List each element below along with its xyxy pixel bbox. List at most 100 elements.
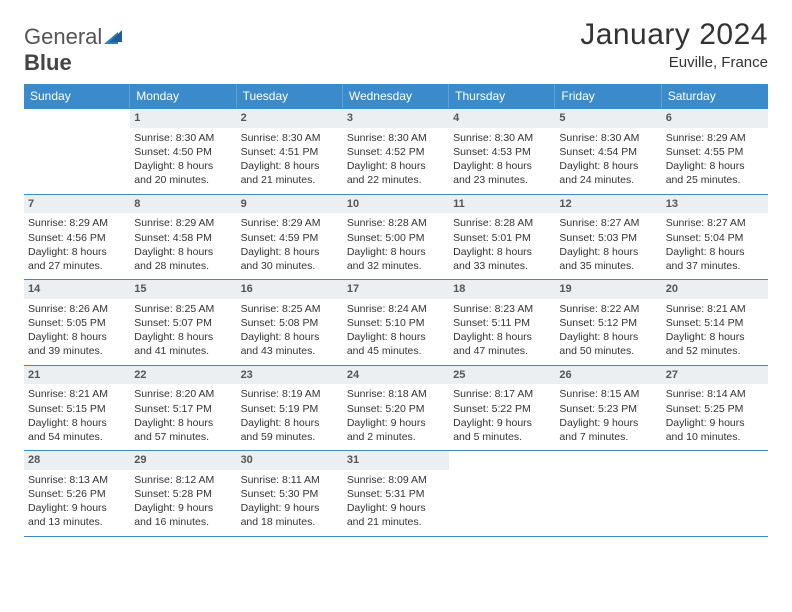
day-content: Sunrise: 8:29 AMSunset: 4:55 PMDaylight:… bbox=[662, 128, 768, 194]
sunrise-text: Sunrise: 8:30 AM bbox=[134, 131, 232, 145]
day-number: 8 bbox=[130, 195, 236, 214]
sunrise-text: Sunrise: 8:27 AM bbox=[666, 216, 764, 230]
day-content: Sunrise: 8:11 AMSunset: 5:30 PMDaylight:… bbox=[237, 470, 343, 536]
location: Euville, France bbox=[580, 54, 768, 71]
sunrise-text: Sunrise: 8:15 AM bbox=[559, 387, 657, 401]
weekday-header: Saturday bbox=[662, 84, 768, 108]
day-number bbox=[662, 451, 768, 470]
day-content: Sunrise: 8:18 AMSunset: 5:20 PMDaylight:… bbox=[343, 384, 449, 450]
sunrise-text: Sunrise: 8:30 AM bbox=[559, 131, 657, 145]
day-number: 6 bbox=[662, 109, 768, 128]
daylight-text: Daylight: 8 hours and 20 minutes. bbox=[134, 159, 232, 187]
day-number: 22 bbox=[130, 366, 236, 385]
calendar-day: 3Sunrise: 8:30 AMSunset: 4:52 PMDaylight… bbox=[343, 109, 449, 194]
day-content: Sunrise: 8:21 AMSunset: 5:15 PMDaylight:… bbox=[24, 384, 130, 450]
sunset-text: Sunset: 5:22 PM bbox=[453, 402, 551, 416]
daylight-text: Daylight: 9 hours and 5 minutes. bbox=[453, 416, 551, 444]
day-content: Sunrise: 8:26 AMSunset: 5:05 PMDaylight:… bbox=[24, 299, 130, 365]
sunset-text: Sunset: 5:23 PM bbox=[559, 402, 657, 416]
daylight-text: Daylight: 8 hours and 27 minutes. bbox=[28, 245, 126, 273]
daylight-text: Daylight: 8 hours and 30 minutes. bbox=[241, 245, 339, 273]
calendar-body: 1Sunrise: 8:30 AMSunset: 4:50 PMDaylight… bbox=[24, 108, 768, 537]
calendar-week: 1Sunrise: 8:30 AMSunset: 4:50 PMDaylight… bbox=[24, 109, 768, 195]
day-number: 3 bbox=[343, 109, 449, 128]
day-content bbox=[24, 128, 130, 178]
sunrise-text: Sunrise: 8:09 AM bbox=[347, 473, 445, 487]
calendar-day: 1Sunrise: 8:30 AMSunset: 4:50 PMDaylight… bbox=[130, 109, 236, 194]
sunrise-text: Sunrise: 8:11 AM bbox=[241, 473, 339, 487]
sunset-text: Sunset: 4:52 PM bbox=[347, 145, 445, 159]
sunrise-text: Sunrise: 8:25 AM bbox=[241, 302, 339, 316]
day-content: Sunrise: 8:22 AMSunset: 5:12 PMDaylight:… bbox=[555, 299, 661, 365]
day-content: Sunrise: 8:20 AMSunset: 5:17 PMDaylight:… bbox=[130, 384, 236, 450]
day-content: Sunrise: 8:25 AMSunset: 5:07 PMDaylight:… bbox=[130, 299, 236, 365]
sunrise-text: Sunrise: 8:22 AM bbox=[559, 302, 657, 316]
day-number: 14 bbox=[24, 280, 130, 299]
sunset-text: Sunset: 5:15 PM bbox=[28, 402, 126, 416]
day-number bbox=[24, 109, 130, 128]
sunrise-text: Sunrise: 8:29 AM bbox=[134, 216, 232, 230]
calendar-day: 29Sunrise: 8:12 AMSunset: 5:28 PMDayligh… bbox=[130, 451, 236, 536]
sunset-text: Sunset: 5:01 PM bbox=[453, 231, 551, 245]
day-number: 10 bbox=[343, 195, 449, 214]
day-content: Sunrise: 8:25 AMSunset: 5:08 PMDaylight:… bbox=[237, 299, 343, 365]
calendar-day bbox=[662, 451, 768, 536]
sunrise-text: Sunrise: 8:21 AM bbox=[28, 387, 126, 401]
daylight-text: Daylight: 8 hours and 32 minutes. bbox=[347, 245, 445, 273]
calendar-day bbox=[555, 451, 661, 536]
day-number: 23 bbox=[237, 366, 343, 385]
calendar-day: 9Sunrise: 8:29 AMSunset: 4:59 PMDaylight… bbox=[237, 195, 343, 280]
sunset-text: Sunset: 5:30 PM bbox=[241, 487, 339, 501]
logo-mark-icon bbox=[104, 24, 124, 49]
calendar-day: 25Sunrise: 8:17 AMSunset: 5:22 PMDayligh… bbox=[449, 366, 555, 451]
day-number: 5 bbox=[555, 109, 661, 128]
sunrise-text: Sunrise: 8:24 AM bbox=[347, 302, 445, 316]
day-content bbox=[662, 470, 768, 520]
logo-part1: General bbox=[24, 24, 102, 49]
sunrise-text: Sunrise: 8:30 AM bbox=[347, 131, 445, 145]
weekday-header: Wednesday bbox=[343, 84, 449, 108]
daylight-text: Daylight: 8 hours and 23 minutes. bbox=[453, 159, 551, 187]
sunrise-text: Sunrise: 8:28 AM bbox=[347, 216, 445, 230]
calendar-day: 2Sunrise: 8:30 AMSunset: 4:51 PMDaylight… bbox=[237, 109, 343, 194]
daylight-text: Daylight: 9 hours and 16 minutes. bbox=[134, 501, 232, 529]
day-content: Sunrise: 8:23 AMSunset: 5:11 PMDaylight:… bbox=[449, 299, 555, 365]
calendar-week: 28Sunrise: 8:13 AMSunset: 5:26 PMDayligh… bbox=[24, 451, 768, 537]
sunrise-text: Sunrise: 8:29 AM bbox=[28, 216, 126, 230]
sunrise-text: Sunrise: 8:29 AM bbox=[666, 131, 764, 145]
day-content: Sunrise: 8:30 AMSunset: 4:54 PMDaylight:… bbox=[555, 128, 661, 194]
sunset-text: Sunset: 5:28 PM bbox=[134, 487, 232, 501]
daylight-text: Daylight: 8 hours and 54 minutes. bbox=[28, 416, 126, 444]
sunrise-text: Sunrise: 8:21 AM bbox=[666, 302, 764, 316]
sunrise-text: Sunrise: 8:30 AM bbox=[241, 131, 339, 145]
day-content: Sunrise: 8:28 AMSunset: 5:00 PMDaylight:… bbox=[343, 213, 449, 279]
calendar-day: 12Sunrise: 8:27 AMSunset: 5:03 PMDayligh… bbox=[555, 195, 661, 280]
day-number: 20 bbox=[662, 280, 768, 299]
sunset-text: Sunset: 4:56 PM bbox=[28, 231, 126, 245]
day-content: Sunrise: 8:17 AMSunset: 5:22 PMDaylight:… bbox=[449, 384, 555, 450]
sunset-text: Sunset: 5:07 PM bbox=[134, 316, 232, 330]
day-number: 28 bbox=[24, 451, 130, 470]
daylight-text: Daylight: 8 hours and 52 minutes. bbox=[666, 330, 764, 358]
day-content: Sunrise: 8:30 AMSunset: 4:52 PMDaylight:… bbox=[343, 128, 449, 194]
calendar-day: 5Sunrise: 8:30 AMSunset: 4:54 PMDaylight… bbox=[555, 109, 661, 194]
sunset-text: Sunset: 4:51 PM bbox=[241, 145, 339, 159]
sunrise-text: Sunrise: 8:26 AM bbox=[28, 302, 126, 316]
sunset-text: Sunset: 5:26 PM bbox=[28, 487, 126, 501]
day-content: Sunrise: 8:29 AMSunset: 4:56 PMDaylight:… bbox=[24, 213, 130, 279]
day-content: Sunrise: 8:24 AMSunset: 5:10 PMDaylight:… bbox=[343, 299, 449, 365]
calendar-day: 24Sunrise: 8:18 AMSunset: 5:20 PMDayligh… bbox=[343, 366, 449, 451]
day-content: Sunrise: 8:30 AMSunset: 4:51 PMDaylight:… bbox=[237, 128, 343, 194]
sunset-text: Sunset: 5:11 PM bbox=[453, 316, 551, 330]
day-number: 27 bbox=[662, 366, 768, 385]
day-content: Sunrise: 8:09 AMSunset: 5:31 PMDaylight:… bbox=[343, 470, 449, 536]
sunrise-text: Sunrise: 8:25 AM bbox=[134, 302, 232, 316]
day-number: 9 bbox=[237, 195, 343, 214]
sunrise-text: Sunrise: 8:17 AM bbox=[453, 387, 551, 401]
calendar-day: 11Sunrise: 8:28 AMSunset: 5:01 PMDayligh… bbox=[449, 195, 555, 280]
daylight-text: Daylight: 8 hours and 33 minutes. bbox=[453, 245, 551, 273]
sunset-text: Sunset: 4:58 PM bbox=[134, 231, 232, 245]
sunset-text: Sunset: 5:08 PM bbox=[241, 316, 339, 330]
sunset-text: Sunset: 5:10 PM bbox=[347, 316, 445, 330]
sunrise-text: Sunrise: 8:12 AM bbox=[134, 473, 232, 487]
